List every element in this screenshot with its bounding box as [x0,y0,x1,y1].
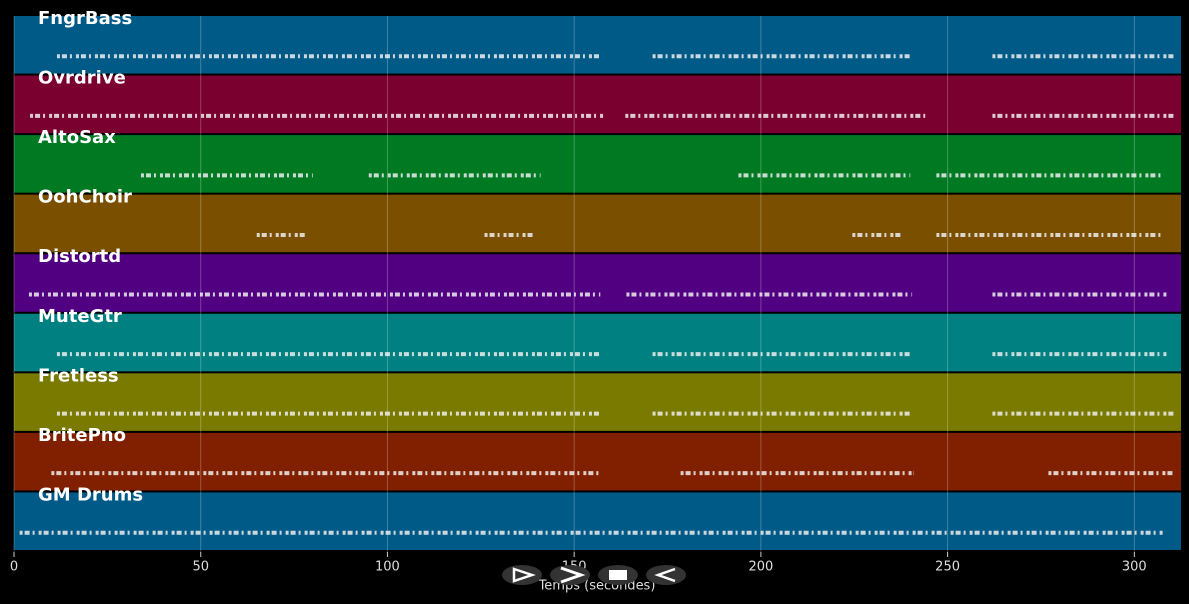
track-panel [14,492,1181,550]
track-name: AltoSax [38,127,116,148]
track-name: BritePno [38,425,126,446]
track-panel [14,16,1181,74]
track-panel [14,432,1181,491]
track-panel [14,194,1181,253]
x-tick-label: 50 [192,560,209,575]
track-name: FngrBass [38,8,132,29]
forward-button[interactable] [550,565,590,585]
stop-button[interactable] [598,565,638,585]
track-name: Distortd [38,246,121,267]
track-name: Fretless [38,365,119,386]
track-panel [14,373,1181,431]
rewind-button[interactable] [646,565,686,585]
x-tick-label: 200 [748,560,773,575]
x-tick-label: 100 [375,560,400,575]
x-tick-label: 250 [935,560,960,575]
playback-controls [502,565,686,585]
track-panel [14,313,1181,372]
x-tick-label: 300 [1122,560,1147,575]
track-panel [14,254,1181,312]
track-panel [14,75,1181,134]
track-name: OohChoir [38,187,132,208]
track-panel [14,135,1181,193]
track-name: GM Drums [38,484,143,505]
play-button[interactable] [502,565,542,585]
x-tick-label: 0 [10,560,18,575]
track-name: Ovrdrive [38,68,126,89]
track-name: MuteGtr [38,306,122,327]
